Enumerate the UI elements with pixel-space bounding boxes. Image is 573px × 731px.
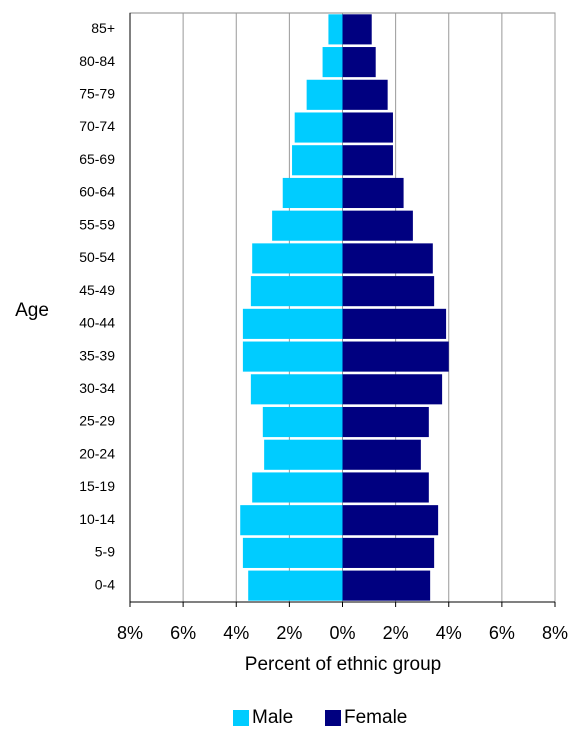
y-tick-label: 45-49 — [79, 282, 115, 298]
bar — [252, 472, 343, 503]
x-tick-label: 6% — [489, 623, 515, 643]
y-tick-label: 0-4 — [95, 576, 115, 592]
bar — [282, 177, 343, 209]
y-tick-label: 55-59 — [79, 216, 115, 232]
y-tick-label: 85+ — [91, 20, 115, 36]
y-tick-label: 40-44 — [79, 315, 115, 331]
bar — [306, 79, 343, 110]
bar — [252, 243, 343, 274]
bar — [342, 570, 431, 601]
y-tick-label: 80-84 — [79, 53, 115, 69]
y-tick-label: 30-34 — [79, 380, 115, 396]
bar — [342, 374, 443, 405]
bar — [342, 177, 404, 209]
y-tick-label: 65-69 — [79, 151, 115, 167]
bar — [262, 406, 343, 438]
legend-swatch — [325, 710, 341, 726]
y-tick-label: 60-64 — [79, 184, 115, 200]
x-tick-label: 4% — [436, 623, 462, 643]
bar — [242, 308, 343, 339]
x-axis-title: Percent of ethnic group — [245, 654, 441, 675]
bar — [342, 243, 433, 274]
x-tick-label: 2% — [276, 623, 302, 643]
y-tick-label: 5-9 — [95, 544, 115, 560]
bar — [342, 472, 429, 503]
bar — [264, 439, 343, 470]
bar — [342, 14, 372, 45]
legend-label: Female — [344, 707, 407, 728]
x-tick-label: 0% — [329, 623, 355, 643]
y-axis-title: Age — [15, 300, 49, 321]
bar — [294, 112, 343, 143]
y-tick-label: 15-19 — [79, 478, 115, 494]
bar — [342, 210, 413, 241]
y-tick-label: 35-39 — [79, 347, 115, 363]
bar — [272, 210, 343, 241]
y-tick-label: 70-74 — [79, 118, 115, 134]
bar — [342, 145, 393, 176]
bar — [242, 537, 343, 568]
y-tick-label: 50-54 — [79, 249, 115, 265]
bar — [342, 341, 449, 372]
y-tick-label: 10-14 — [79, 511, 115, 527]
bar — [250, 276, 343, 307]
y-tick-label: 25-29 — [79, 413, 115, 429]
y-tick-label: 20-24 — [79, 445, 115, 461]
bar — [292, 145, 343, 176]
y-tick-label: 75-79 — [79, 86, 115, 102]
bar — [342, 79, 388, 110]
bar — [342, 47, 376, 78]
legend-swatch — [233, 710, 249, 726]
x-tick-label: 2% — [383, 623, 409, 643]
bar — [342, 308, 447, 339]
bar — [240, 505, 343, 536]
bar — [322, 47, 343, 78]
bar — [328, 14, 343, 45]
x-tick-label: 8% — [117, 623, 143, 643]
bar — [342, 276, 435, 307]
bar — [342, 505, 439, 536]
x-tick-label: 8% — [542, 623, 568, 643]
x-tick-label: 4% — [223, 623, 249, 643]
bar — [242, 341, 343, 372]
bar — [342, 439, 421, 470]
x-tick-label: 6% — [170, 623, 196, 643]
legend-label: Male — [252, 707, 293, 728]
bar — [248, 570, 343, 601]
bar — [342, 406, 429, 438]
bar — [342, 537, 435, 568]
bar — [342, 112, 393, 143]
bar — [250, 374, 343, 405]
